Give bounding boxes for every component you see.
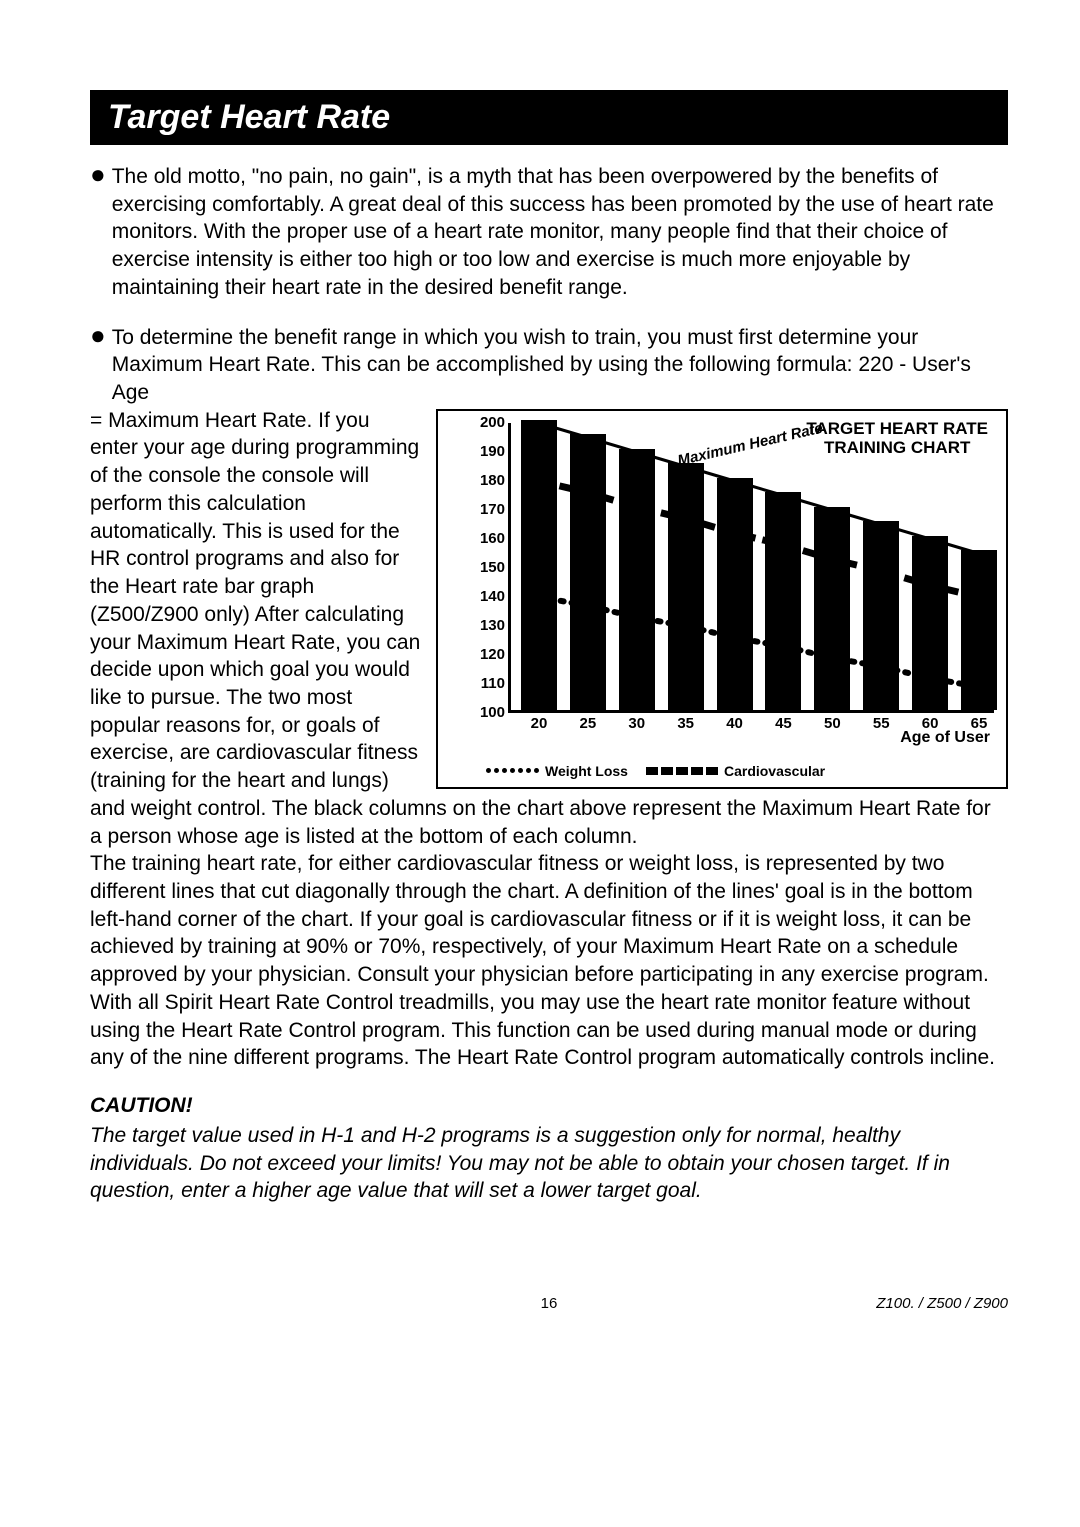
x-axis-label: Age of User <box>900 729 990 747</box>
paragraph-2-text: To determine the benefit range in which … <box>112 324 1008 407</box>
bar <box>912 536 948 710</box>
legend-weight-loss: Weight Loss <box>486 763 628 779</box>
bar <box>570 434 606 710</box>
page-footer: 16 Z100. / Z500 / Z900 <box>90 1295 1008 1312</box>
paragraph-1-text: The old motto, "no pain, no gain", is a … <box>112 163 1008 302</box>
training-chart: TARGET HEART RATE TRAINING CHART Heart R… <box>436 409 1008 789</box>
y-tick: 100 <box>467 704 505 721</box>
y-tick: 120 <box>467 646 505 663</box>
bar <box>765 492 801 710</box>
dots-icon <box>486 768 539 773</box>
bullet-icon: ● <box>90 324 106 407</box>
x-tick: 45 <box>768 715 798 732</box>
legend-cardio: Cardiovascular <box>646 763 825 779</box>
page-number: 16 <box>90 1295 1008 1312</box>
legend-cardio-label: Cardiovascular <box>724 763 825 779</box>
y-tick: 190 <box>467 443 505 460</box>
bar <box>668 463 704 710</box>
y-tick: 170 <box>467 501 505 518</box>
max-hr-label: Maximum Heart Rate <box>676 420 824 470</box>
bar <box>814 507 850 710</box>
model-tag: Z100. / Z500 / Z900 <box>876 1295 1008 1312</box>
x-tick: 50 <box>817 715 847 732</box>
y-tick: 130 <box>467 617 505 634</box>
bar <box>521 420 557 710</box>
y-tick: 160 <box>467 530 505 547</box>
chart-legend: Weight Loss Cardiovascular <box>486 763 825 779</box>
dashes-icon <box>646 767 718 775</box>
x-tick: 55 <box>866 715 896 732</box>
paragraph-1: ● The old motto, "no pain, no gain", is … <box>90 163 1008 302</box>
paragraph-4: With all Spirit Heart Rate Control tread… <box>90 989 1008 1072</box>
y-tick: 110 <box>467 675 505 692</box>
paragraph-2: ● To determine the benefit range in whic… <box>90 324 1008 407</box>
x-tick: 40 <box>720 715 750 732</box>
y-tick: 140 <box>467 588 505 605</box>
x-tick: 20 <box>524 715 554 732</box>
bullet-icon: ● <box>90 163 106 302</box>
y-tick: 180 <box>467 472 505 489</box>
page-title: Target Heart Rate <box>90 90 1008 145</box>
y-tick: 200 <box>467 414 505 431</box>
x-tick: 35 <box>671 715 701 732</box>
y-tick: 150 <box>467 559 505 576</box>
bar <box>717 478 753 710</box>
caution-body: The target value used in H-1 and H-2 pro… <box>90 1122 1008 1205</box>
bar <box>863 521 899 710</box>
caution-heading: CAUTION! <box>90 1094 1008 1118</box>
bar <box>619 449 655 710</box>
plot-area: Maximum Heart Rate 100110120130140150160… <box>508 423 994 713</box>
wrapped-section: TARGET HEART RATE TRAINING CHART Heart R… <box>90 407 1008 851</box>
x-tick: 25 <box>573 715 603 732</box>
x-tick: 30 <box>622 715 652 732</box>
bar <box>961 550 997 710</box>
legend-weight-label: Weight Loss <box>545 763 628 779</box>
paragraph-3: The training heart rate, for either card… <box>90 850 1008 989</box>
